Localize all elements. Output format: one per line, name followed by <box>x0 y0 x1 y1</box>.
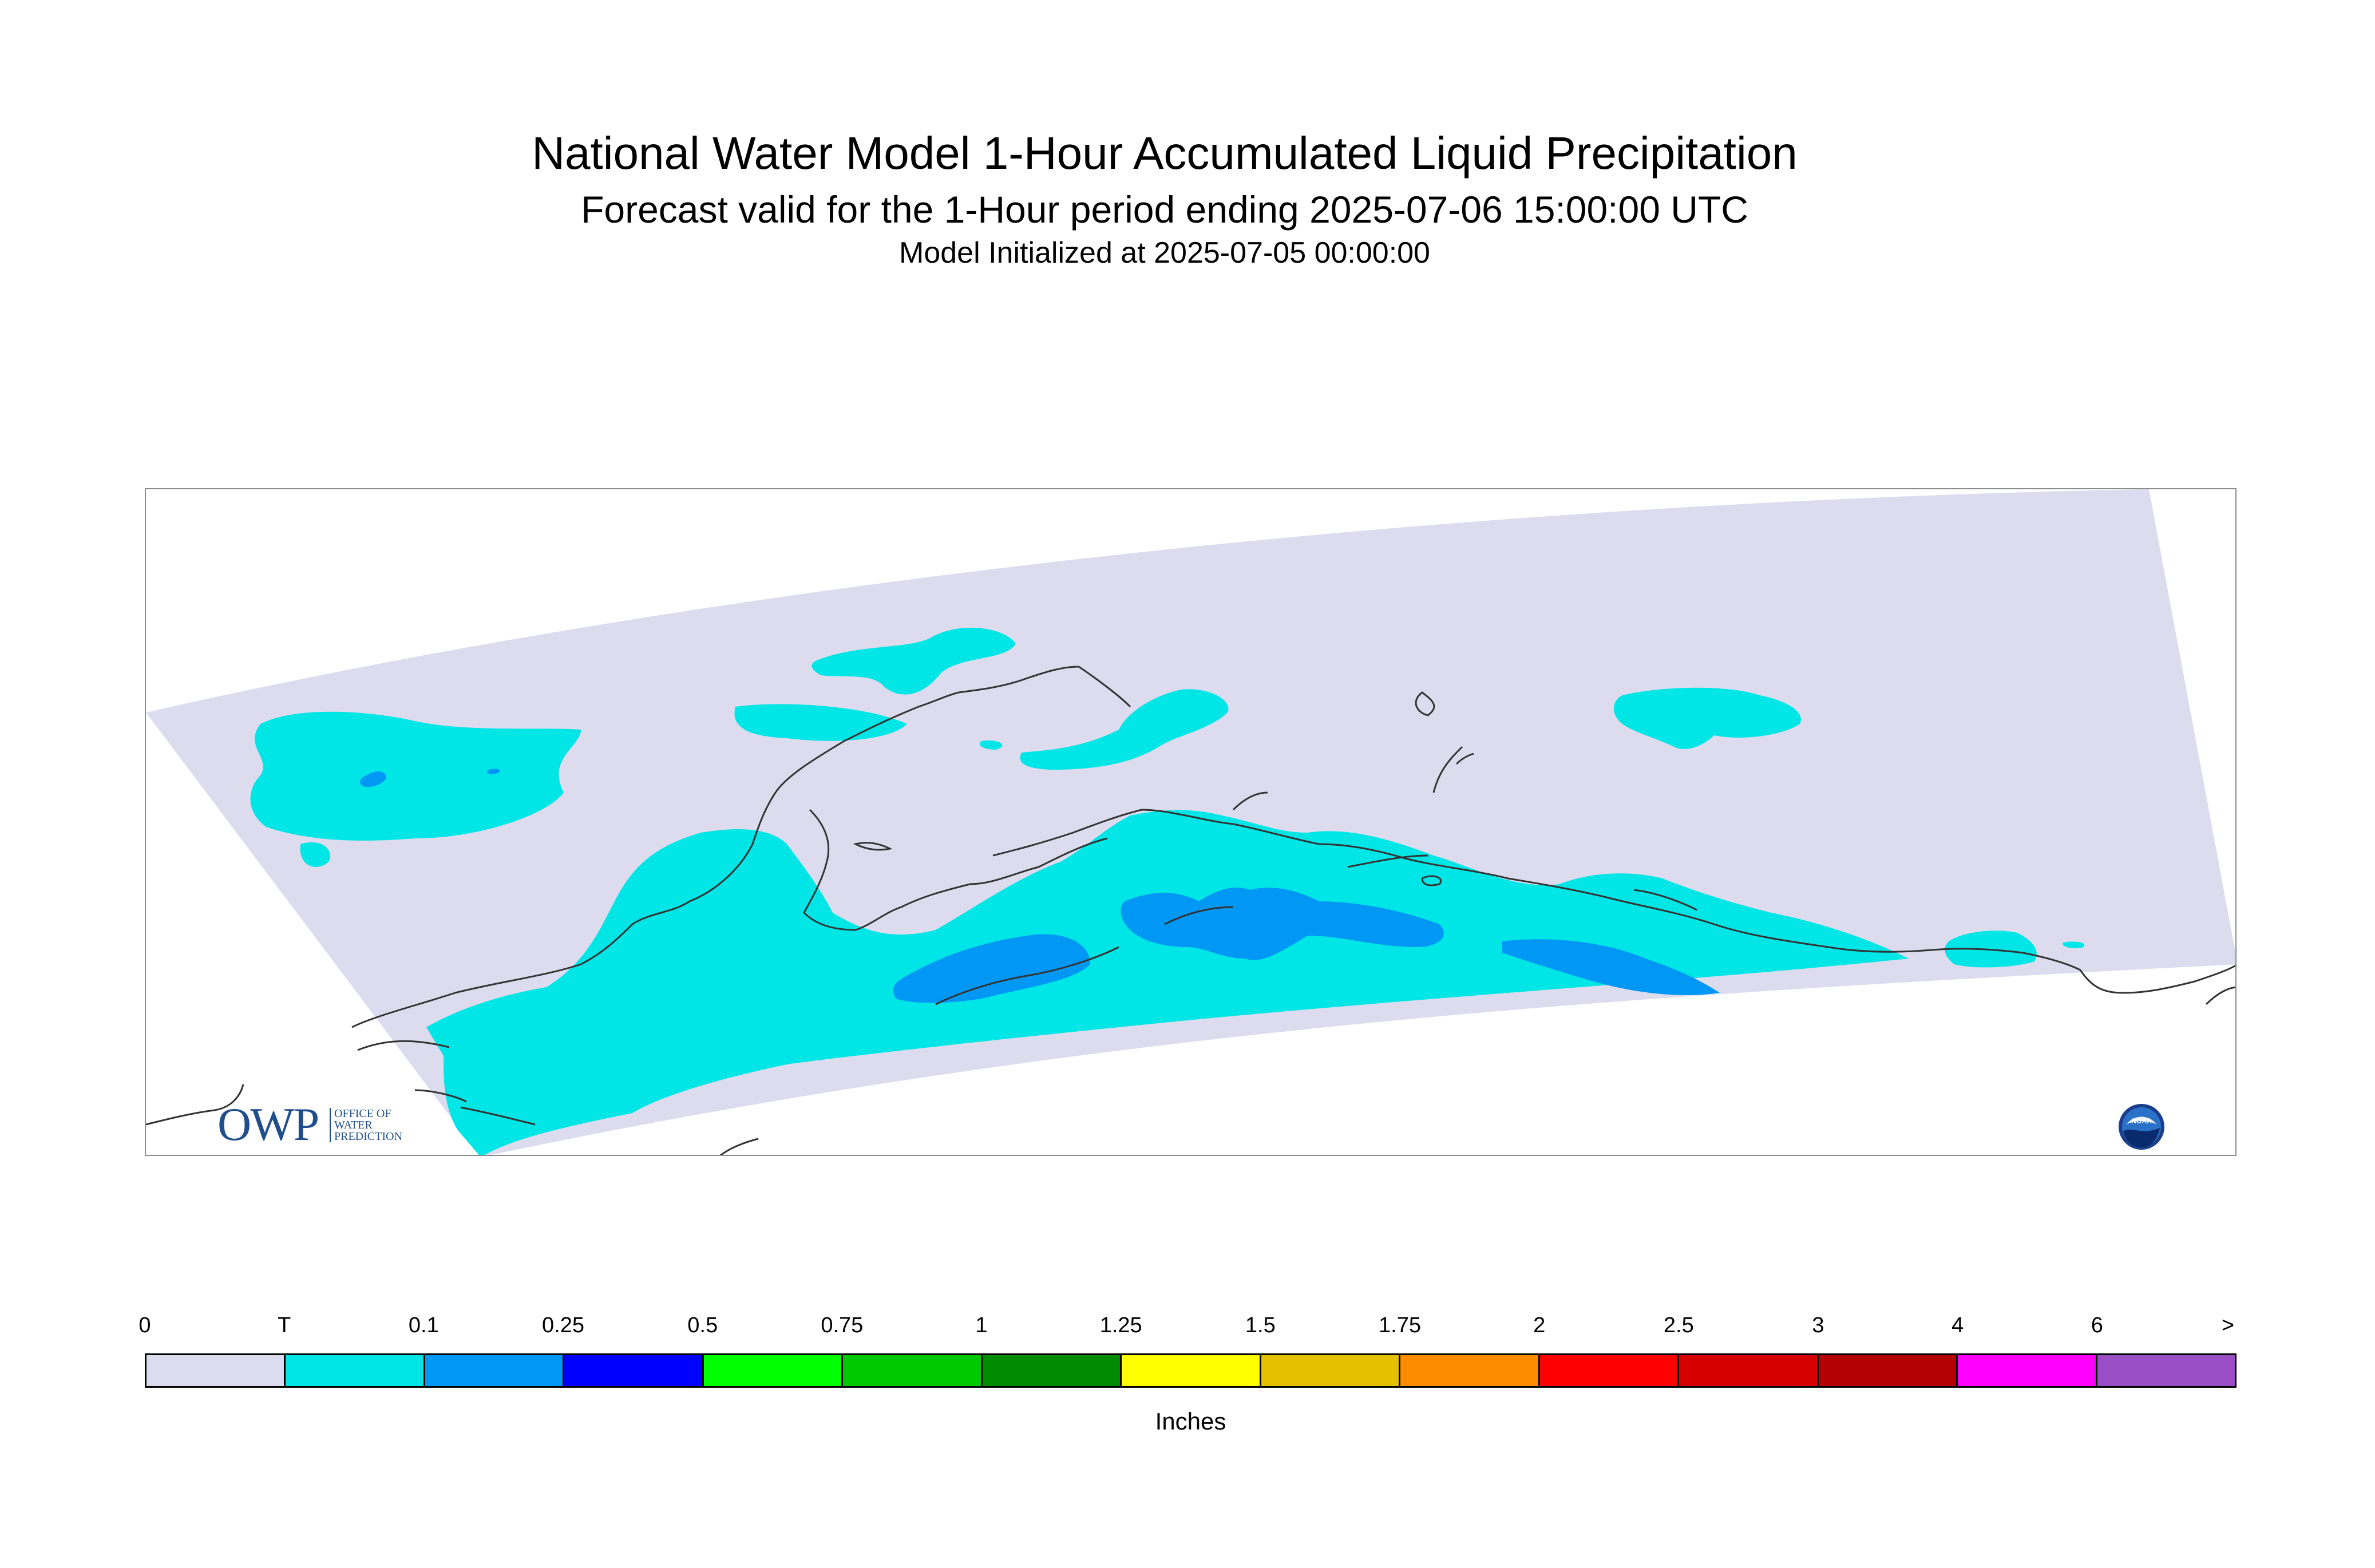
coastlines <box>146 666 2235 1155</box>
legend-tick: > <box>2221 1313 2235 1337</box>
color-swatch <box>1539 1355 1680 1386</box>
color-bar <box>145 1353 2237 1388</box>
color-legend: 0 T 0.1 0.25 0.5 0.75 1 1.25 1.5 1.75 2 … <box>138 1313 2237 1439</box>
color-swatch <box>564 1355 704 1386</box>
noaa-logo: NOAA <box>2119 1104 2164 1150</box>
color-swatch <box>286 1355 425 1386</box>
owp-logo-line: OFFICE OF <box>334 1107 391 1120</box>
color-swatch <box>843 1355 983 1386</box>
map-subtitle: Forecast valid for the 1-Hour period end… <box>581 188 1748 231</box>
legend-tick: 1.75 <box>1379 1313 1421 1337</box>
color-swatch <box>1679 1355 1819 1386</box>
color-swatch <box>1818 1355 1958 1386</box>
owp-logo-line: PREDICTION <box>334 1130 402 1143</box>
legend-tick: 1.25 <box>1099 1313 1142 1337</box>
owp-logo-text: OFFICE OF WATER PREDICTION <box>330 1108 402 1142</box>
map-panel: OWP OFFICE OF WATER PREDICTION NOAA <box>145 488 2237 1156</box>
legend-tick: 4 <box>1952 1313 1964 1337</box>
map-title: National Water Model 1-Hour Accumulated … <box>532 128 1798 179</box>
owp-logo-mark: OWP <box>217 1098 319 1150</box>
legend-tick: 1 <box>975 1313 988 1337</box>
trace-precip-areas <box>250 627 2085 1155</box>
legend-tick: 0.75 <box>821 1313 864 1337</box>
legend-tick: 0.1 <box>408 1313 439 1337</box>
color-swatch <box>1261 1355 1401 1386</box>
precipitation-map <box>146 489 2235 1155</box>
legend-tick: 6 <box>2091 1313 2103 1337</box>
color-swatch <box>703 1355 844 1386</box>
legend-tick: 0 <box>138 1313 151 1337</box>
legend-tick: 1.5 <box>1245 1313 1276 1337</box>
color-swatch <box>147 1355 286 1386</box>
legend-tick: 0.5 <box>687 1313 718 1337</box>
light-precip-areas <box>360 769 1720 1003</box>
legend-tick: 2.5 <box>1663 1313 1694 1337</box>
model-init-text: Model Initialized at 2025-07-05 00:00:00 <box>899 236 1430 270</box>
color-swatch <box>982 1355 1122 1386</box>
color-swatch <box>1122 1355 1261 1386</box>
noaa-logo-text: NOAA <box>2131 1117 2152 1125</box>
legend-tick: T <box>278 1313 291 1337</box>
owp-logo: OWP OFFICE OF WATER PREDICTION <box>217 1099 435 1150</box>
legend-tick: 3 <box>1812 1313 1824 1337</box>
color-swatch <box>1400 1355 1540 1386</box>
color-swatch <box>1958 1355 2097 1386</box>
color-swatch <box>2097 1355 2235 1386</box>
color-swatch <box>425 1355 565 1386</box>
legend-units: Inches <box>1155 1408 1226 1435</box>
legend-tick: 2 <box>1533 1313 1546 1337</box>
owp-logo-line: WATER <box>334 1119 373 1131</box>
legend-tick: 0.25 <box>542 1313 584 1337</box>
